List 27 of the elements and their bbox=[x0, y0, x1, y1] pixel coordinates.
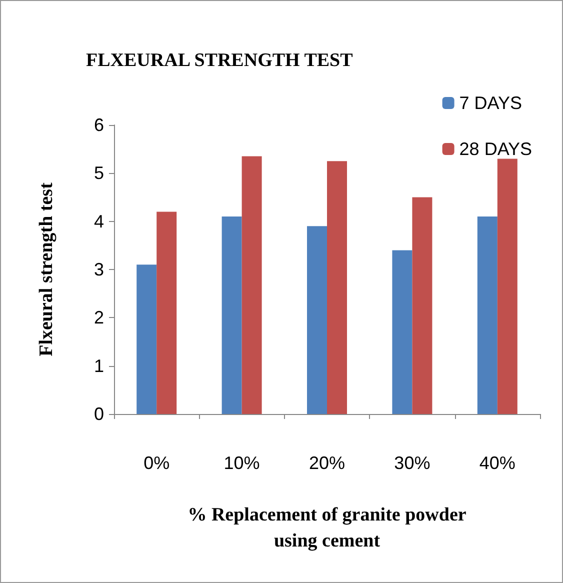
bar bbox=[327, 161, 347, 414]
y-tick-label: 5 bbox=[94, 163, 104, 184]
y-tick-label: 2 bbox=[94, 308, 104, 328]
y-tick-label: 0 bbox=[94, 404, 104, 424]
bar bbox=[412, 197, 432, 414]
bar bbox=[222, 216, 242, 414]
x-tick-label: 10% bbox=[224, 453, 260, 473]
bar bbox=[477, 216, 498, 414]
y-axis-title: Flxeural strength test bbox=[36, 182, 57, 356]
y-tick-label: 4 bbox=[94, 211, 104, 232]
y-tick-label: 3 bbox=[94, 260, 104, 280]
bar bbox=[307, 226, 327, 414]
y-tick-label: 6 bbox=[94, 115, 104, 135]
x-axis-title: % Replacement of granite powder using cement bbox=[188, 504, 467, 552]
bar bbox=[136, 264, 157, 414]
x-tick-label: 30% bbox=[394, 453, 430, 473]
bar bbox=[392, 250, 412, 414]
bar bbox=[497, 158, 518, 414]
legend-label: 7 DAYS bbox=[459, 93, 522, 113]
x-tick-label: 40% bbox=[479, 453, 516, 473]
x-tick-label: 0% bbox=[144, 453, 170, 473]
bar bbox=[156, 212, 177, 414]
x-tick-label: 20% bbox=[308, 453, 346, 473]
bar bbox=[242, 156, 262, 414]
legend-label: 28 DAYS bbox=[459, 139, 532, 159]
chart-title: FLXEURAL STRENGTH TEST bbox=[86, 50, 354, 71]
y-tick-label: 1 bbox=[94, 356, 104, 376]
